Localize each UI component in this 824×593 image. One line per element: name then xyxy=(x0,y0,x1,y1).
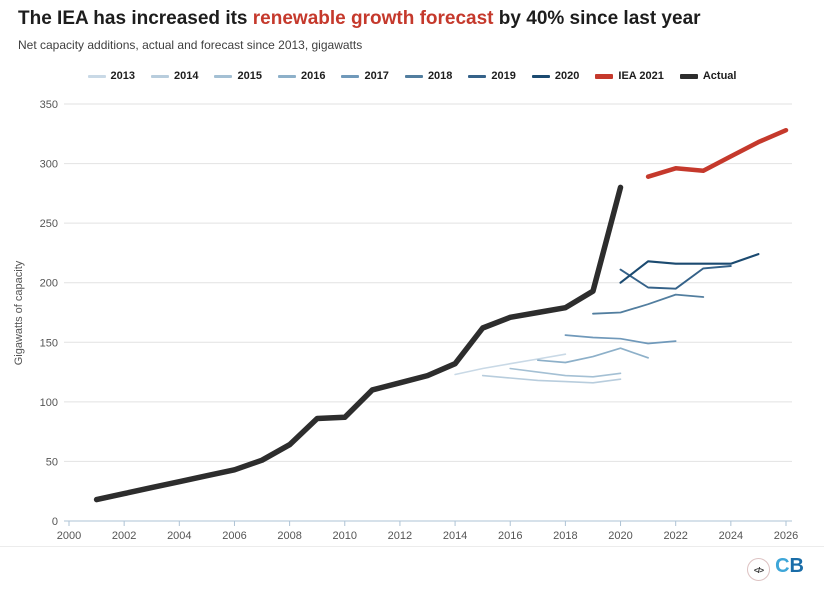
legend-item-2017: 2017 xyxy=(341,70,389,82)
x-tick-label: 2020 xyxy=(608,530,632,542)
legend-label: 2018 xyxy=(427,70,453,82)
x-tick-label: 2014 xyxy=(443,530,467,542)
legend-item-actual: Actual xyxy=(679,70,737,82)
x-tick-label: 2022 xyxy=(663,530,687,542)
series-line-2015 xyxy=(509,367,622,378)
chart-title: The IEA has increased its renewable grow… xyxy=(18,8,701,30)
y-tick-label: 150 xyxy=(40,337,58,349)
legend-label: Actual xyxy=(702,70,737,82)
x-tick-label: 2016 xyxy=(498,530,522,542)
series-line-2019 xyxy=(619,265,732,290)
x-tick-label: 2018 xyxy=(553,530,577,542)
series-line-2018 xyxy=(592,293,705,315)
title-prefix: The IEA has increased its xyxy=(18,8,253,29)
legend-item-2020: 2020 xyxy=(531,70,580,82)
legend-swatch xyxy=(214,74,233,78)
legend-swatch xyxy=(341,74,360,78)
logo-letter-c: C xyxy=(775,555,790,577)
title-suffix: by 40% since last year xyxy=(493,8,701,29)
legend-swatch xyxy=(87,74,106,78)
footer-divider xyxy=(0,546,824,547)
y-tick-label: 200 xyxy=(40,278,58,290)
x-tick-label: 2002 xyxy=(112,530,136,542)
series-line-iea-2021 xyxy=(645,127,789,179)
series-line-2014 xyxy=(481,374,622,384)
y-tick-label: 350 xyxy=(40,99,58,111)
x-tick-label: 2004 xyxy=(167,530,191,542)
legend-label: 2016 xyxy=(300,70,326,82)
legend-item-2016: 2016 xyxy=(277,70,326,82)
legend-swatch xyxy=(468,74,487,78)
legend-label: 2014 xyxy=(174,70,199,82)
y-tick-label: 100 xyxy=(40,397,58,409)
series-line-2017 xyxy=(564,334,677,345)
x-tick-label: 2012 xyxy=(388,530,412,542)
legend-swatch xyxy=(404,74,423,78)
legend-swatch xyxy=(595,73,614,79)
y-gridlines: 0 50 100 150 200 250 300 350 xyxy=(40,99,792,528)
legend-label: 2019 xyxy=(491,70,516,82)
legend-swatch xyxy=(151,74,169,78)
legend-label: 2017 xyxy=(364,70,389,82)
x-tick-label: 2024 xyxy=(719,530,743,542)
x-tick-label: 2026 xyxy=(774,530,798,542)
x-tick-label: 2006 xyxy=(222,530,246,542)
title-highlight: renewable growth forecast xyxy=(252,8,494,29)
code-icon: </> xyxy=(747,558,770,581)
series-line-2013 xyxy=(454,353,567,376)
series-line-2020 xyxy=(619,253,760,284)
series-line-actual xyxy=(93,184,624,503)
x-tick-label: 2008 xyxy=(277,530,301,542)
legend-swatch xyxy=(277,74,296,78)
legend-item-2015: 2015 xyxy=(214,70,262,82)
legend-label: IEA 2021 xyxy=(618,70,664,82)
y-tick-label: 300 xyxy=(40,159,58,171)
legend-label: 2015 xyxy=(237,70,262,82)
legend-item-2013: 2013 xyxy=(87,70,135,82)
legend-item-2018: 2018 xyxy=(404,70,453,82)
legend-item-2019: 2019 xyxy=(468,70,516,82)
series-line-2016 xyxy=(536,347,649,364)
chart-subtitle: Net capacity additions, actual and forec… xyxy=(18,38,363,52)
x-axis: 2000 2002 2004 2006 2008 2010 2012 2014 2016 2018… xyxy=(57,520,798,542)
legend-label: 2013 xyxy=(110,70,135,82)
legend-swatch xyxy=(531,74,550,78)
carbon-brief-logo: CB xyxy=(775,555,804,578)
legend-item-2014: 2014 xyxy=(151,70,198,82)
logo-letter-b: B xyxy=(789,555,804,577)
x-tick-label: 2000 xyxy=(57,530,81,542)
legend-item-iea-2021: IEA 2021 xyxy=(595,70,664,82)
x-tick-label: 2010 xyxy=(333,530,357,542)
legend-label: 2020 xyxy=(554,70,580,82)
y-axis-title: Gigawatts of capacity xyxy=(13,260,25,365)
legend-swatch xyxy=(679,73,698,79)
y-tick-label: 50 xyxy=(46,456,58,468)
y-tick-label: 0 xyxy=(52,516,58,528)
y-tick-label: 250 xyxy=(40,218,58,230)
chart-legend: 2013 2014 2015 2016 2017 2018 2019 2020 IEA 2021… xyxy=(0,70,824,82)
